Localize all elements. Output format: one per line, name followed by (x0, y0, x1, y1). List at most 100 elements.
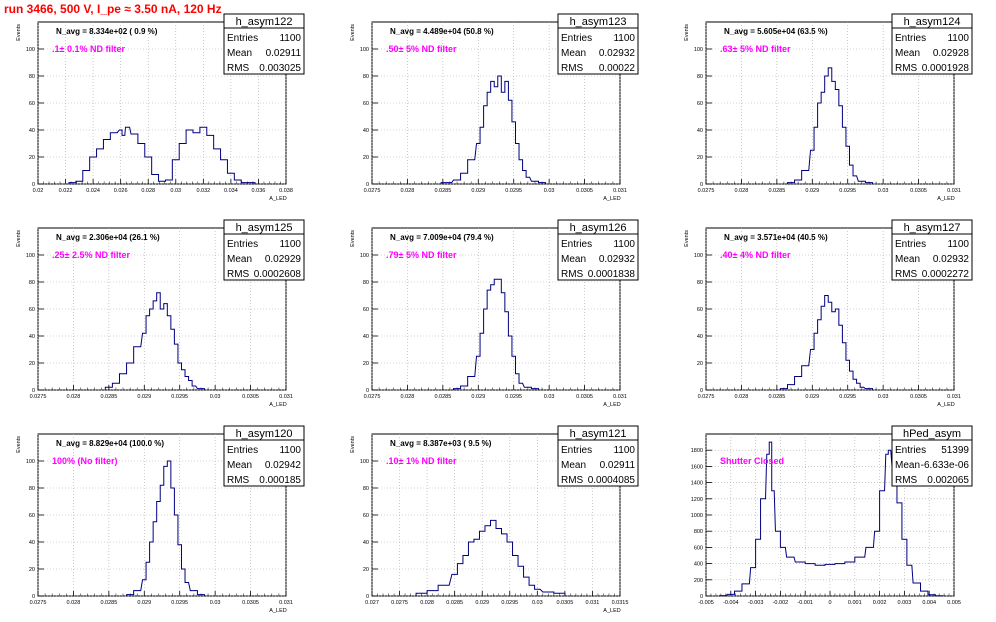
stats-value: 0.02911 (266, 48, 302, 59)
histogram-name: h_asym120 (236, 428, 293, 440)
x-axis-label: A_LED (269, 196, 286, 202)
stats-value: 0.02932 (599, 254, 636, 265)
y-tick-label: 100 (26, 459, 35, 465)
x-tick-label: 0.028 (420, 600, 434, 606)
y-tick-label: 800 (694, 529, 703, 535)
x-axis-label: A_LED (603, 402, 620, 408)
y-tick-label: 80 (29, 486, 35, 492)
y-tick-label: 80 (29, 74, 35, 80)
y-tick-label: 60 (363, 307, 369, 313)
stats-value: 0.02942 (265, 460, 302, 471)
histogram-line (779, 295, 874, 390)
stats-key: RMS (227, 269, 250, 280)
stats-key: RMS (895, 63, 918, 74)
x-tick-label: 0.029 (137, 394, 151, 400)
histogram-name: h_asym123 (570, 16, 627, 28)
x-tick-label: 0.03 (544, 394, 555, 400)
histogram-hPed_asym: -0.005 -0.004 -0.003 -0.002 -0.001 0 0.001 0.00… (691, 425, 973, 606)
stats-box (223, 425, 305, 487)
histogram-name: h_asym124 (904, 16, 961, 28)
stats-key: RMS (561, 269, 584, 280)
y-tick-label: 0 (366, 182, 369, 188)
histogram-h_asym120: 0.0275 0.028 0.0285 0.029 0.0295 0.03 0.0305 0.… (16, 425, 305, 614)
y-tick-label: 100 (26, 253, 35, 259)
navg-label: N_avg = 4.489e+04 (50.8 %) (390, 27, 494, 36)
x-tick-label: 0.022 (59, 188, 73, 194)
y-tick-label: 400 (694, 562, 703, 568)
filter-label: 100% (No filter) (52, 456, 118, 466)
y-tick-label: 100 (360, 47, 369, 53)
x-tick-label: 0.031 (947, 394, 961, 400)
histogram-h_asym122: 0.02 0.022 0.024 0.026 0.028 0.03 0.032 0.034 0.… (16, 13, 305, 202)
stats-key: Entries (895, 33, 926, 44)
y-tick-label: 40 (697, 334, 703, 340)
stats-value: 0.02932 (599, 48, 636, 59)
stats-value: -6.633e-06 (921, 460, 970, 471)
stats-box (223, 13, 305, 75)
x-tick-label: 0.028 (67, 600, 81, 606)
x-tick-label: -0.001 (797, 600, 813, 606)
histogram-line (719, 441, 944, 597)
histogram-name: h_asym122 (236, 16, 293, 28)
y-tick-label: 20 (697, 155, 703, 161)
x-tick-label: 0.0315 (612, 600, 629, 606)
y-axis-label: Events (350, 230, 356, 247)
y-tick-label: 60 (29, 513, 35, 519)
x-tick-label: 0.029 (137, 600, 151, 606)
x-tick-label: 0.0285 (434, 188, 451, 194)
y-tick-label: 1000 (691, 513, 703, 519)
x-tick-label: 0 (828, 600, 831, 606)
x-tick-label: 0.001 (848, 600, 862, 606)
stats-key: Mean (227, 48, 252, 59)
stats-key: Mean (227, 254, 252, 265)
x-axis-label: A_LED (269, 608, 286, 614)
stats-box (891, 13, 973, 75)
x-tick-label: 0.0285 (100, 394, 117, 400)
stats-value: 0.0004085 (588, 475, 636, 486)
stats-key: Mean (561, 48, 586, 59)
y-tick-label: 200 (694, 578, 703, 584)
stats-key: RMS (895, 475, 918, 486)
x-tick-label: 0.032 (196, 188, 210, 194)
filter-label: Shutter Closed (720, 456, 784, 466)
stats-value: 0.002065 (927, 475, 969, 486)
histogram-h_asym121: 0.027 0.0275 0.028 0.0285 0.029 0.0295 0.03 0.0… (350, 425, 639, 614)
x-tick-label: 0.0275 (391, 600, 408, 606)
stats-box (557, 425, 639, 487)
x-tick-label: 0.031 (613, 188, 627, 194)
x-tick-label: 0.0285 (768, 188, 785, 194)
stats-key: Mean (561, 460, 586, 471)
y-tick-label: 1400 (691, 481, 703, 487)
y-tick-label: 0 (700, 182, 703, 188)
stats-value: 1100 (279, 239, 301, 250)
x-tick-label: 0.0305 (910, 394, 927, 400)
histogram-h_asym127: 0.0275 0.028 0.0285 0.029 0.0295 0.03 0.0305 0.… (684, 219, 973, 408)
stats-key: Entries (227, 33, 258, 44)
x-tick-label: 0.029 (475, 600, 489, 606)
y-tick-label: 20 (697, 361, 703, 367)
histogram-line (786, 67, 874, 184)
x-axis-label: A_LED (937, 196, 954, 202)
filter-label: .50± 5% ND filter (386, 44, 457, 54)
x-tick-label: 0.028 (141, 188, 155, 194)
y-tick-label: 40 (29, 540, 35, 546)
y-axis-label: Events (350, 24, 356, 41)
y-tick-label: 1200 (691, 497, 703, 503)
filter-label: .1± 0.1% ND filter (52, 44, 125, 54)
y-tick-label: 0 (366, 388, 369, 394)
stats-value: 0.00022 (599, 63, 636, 74)
histogram-name: h_asym125 (236, 222, 293, 234)
x-tick-label: 0.028 (735, 188, 749, 194)
x-tick-label: 0.0295 (505, 394, 522, 400)
x-tick-label: 0.034 (224, 188, 238, 194)
filter-label: .10± 1% ND filter (386, 456, 457, 466)
navg-label: N_avg = 7.009e+04 (79.4 %) (390, 233, 494, 242)
y-tick-label: 40 (29, 128, 35, 134)
stats-value: 0.02932 (933, 254, 970, 265)
x-tick-label: 0.0295 (171, 600, 188, 606)
x-tick-label: 0.03 (210, 600, 221, 606)
y-tick-label: 80 (697, 74, 703, 80)
navg-label: N_avg = 8.387e+03 ( 9.5 %) (390, 439, 492, 448)
x-tick-label: 0.031 (279, 394, 293, 400)
